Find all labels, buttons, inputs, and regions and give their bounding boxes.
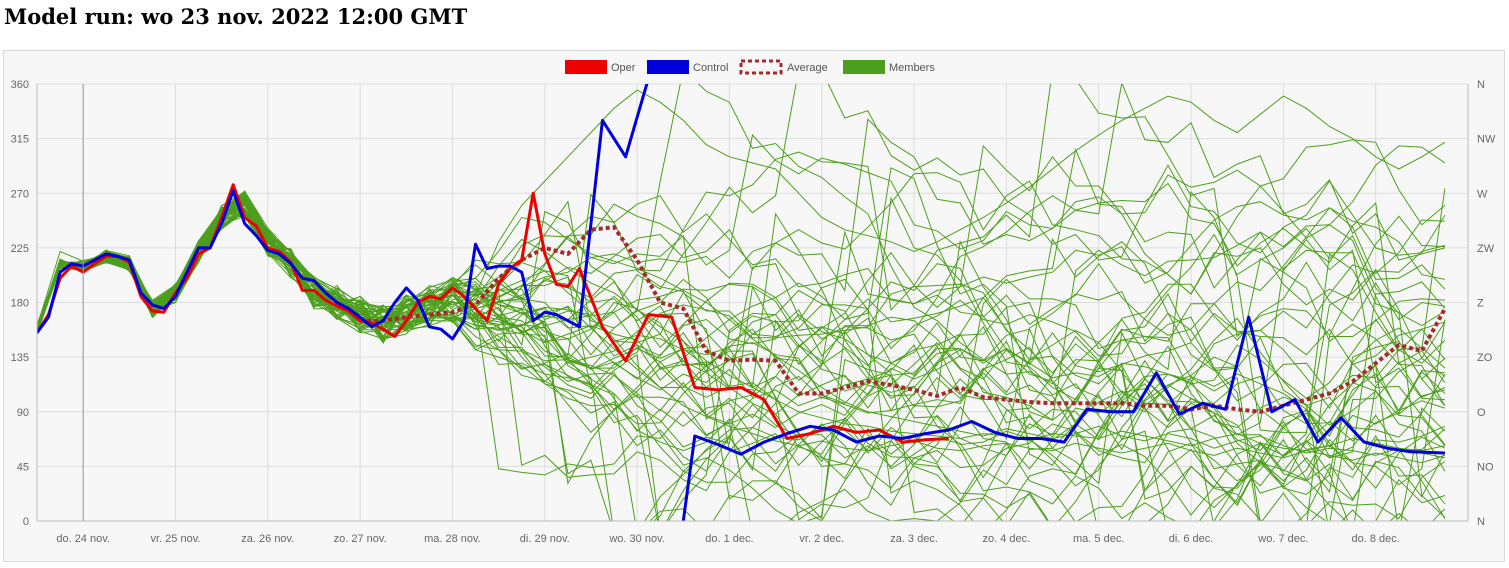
- legend-label: Members: [889, 62, 935, 74]
- legend-item-average: Average: [739, 59, 828, 75]
- member-line: [37, 190, 1445, 420]
- y2-tick-label: Z: [1477, 298, 1484, 310]
- member-line: [37, 210, 1446, 415]
- x-tick-label: do. 24 nov.: [56, 533, 110, 545]
- y2-tick-label: N: [1477, 516, 1485, 528]
- member-line: [37, 203, 1446, 521]
- legend-item-control: Control: [647, 60, 728, 74]
- legend-swatch: [565, 60, 607, 74]
- x-tick-label: wo. 7 dec.: [1257, 533, 1308, 545]
- y2-tick-label: W: [1477, 188, 1488, 200]
- y2-tick-label: ZO: [1477, 352, 1493, 364]
- member-line: [37, 196, 1446, 509]
- members-lines: [37, 84, 1446, 521]
- x-tick-label: za. 26 nov.: [241, 533, 294, 545]
- legend-label: Control: [693, 62, 728, 74]
- x-tick-label: di. 29 nov.: [520, 533, 570, 545]
- x-tick-label: di. 6 dec.: [1169, 533, 1214, 545]
- y-tick-label: 360: [11, 79, 29, 91]
- x-tick-label: do. 8 dec.: [1352, 533, 1400, 545]
- member-line: [37, 199, 1446, 492]
- y-tick-label: 90: [17, 407, 29, 419]
- y-tick-label: 270: [11, 188, 29, 200]
- x-tick-label: zo. 4 dec.: [983, 533, 1031, 545]
- member-line: [37, 145, 1446, 330]
- y-tick-label: 315: [11, 134, 29, 146]
- y2-tick-label: NW: [1477, 134, 1496, 146]
- average-path: [360, 225, 1447, 414]
- y-tick-label: 225: [11, 243, 29, 255]
- y-tick-label: 180: [11, 298, 29, 310]
- legend: Oper Control Average Members: [565, 59, 935, 75]
- axes: 0 45 90 135 180 225 270 315 360 N NO O ZO Z ZW W NW Ndo. …: [11, 79, 1496, 545]
- control-path-2: [681, 315, 1445, 521]
- x-tick-label: ma. 28 nov.: [424, 533, 481, 545]
- oper-path: [37, 183, 949, 444]
- member-line: [37, 191, 1445, 521]
- legend-swatch: [843, 60, 885, 74]
- member-line: [37, 200, 1446, 451]
- member-line: [37, 197, 1446, 374]
- y2-tick-label: N: [1477, 79, 1485, 91]
- legend-item-members: Members: [843, 60, 935, 74]
- x-tick-label: za. 3 dec.: [890, 533, 938, 545]
- y-tick-label: 0: [23, 516, 29, 528]
- legend-label: Average: [787, 62, 828, 74]
- member-line: [37, 200, 1446, 521]
- page-title: Model run: wo 23 nov. 2022 12:00 GMT: [4, 4, 468, 29]
- legend-label: Oper: [611, 62, 636, 74]
- x-tick-label: wo. 30 nov.: [608, 533, 664, 545]
- y2-tick-label: ZW: [1477, 243, 1495, 255]
- control-path: [37, 84, 649, 341]
- grid-lines: [37, 83, 1469, 522]
- member-line: [37, 204, 1446, 521]
- x-tick-label: ma. 5 dec.: [1073, 533, 1124, 545]
- member-line: [37, 208, 1446, 476]
- legend-swatch: [647, 60, 689, 74]
- legend-item-oper: Oper: [565, 60, 636, 74]
- member-line: [37, 133, 1446, 330]
- y-tick-label: 135: [11, 352, 29, 364]
- x-tick-label: zo. 27 nov.: [334, 533, 387, 545]
- member-line: [37, 213, 1446, 521]
- y-tick-label: 45: [17, 461, 29, 473]
- y2-tick-label: O: [1477, 407, 1486, 419]
- legend-swatch: [739, 59, 783, 75]
- oper-line: [37, 183, 949, 444]
- y2-tick-label: NO: [1477, 461, 1494, 473]
- x-tick-label: do. 1 dec.: [705, 533, 753, 545]
- control-line: [37, 84, 1445, 521]
- x-tick-label: vr. 25 nov.: [151, 533, 201, 545]
- member-line: [37, 84, 1446, 332]
- average-line: [360, 225, 1447, 414]
- x-tick-label: vr. 2 dec.: [799, 533, 844, 545]
- member-line: [37, 144, 1446, 338]
